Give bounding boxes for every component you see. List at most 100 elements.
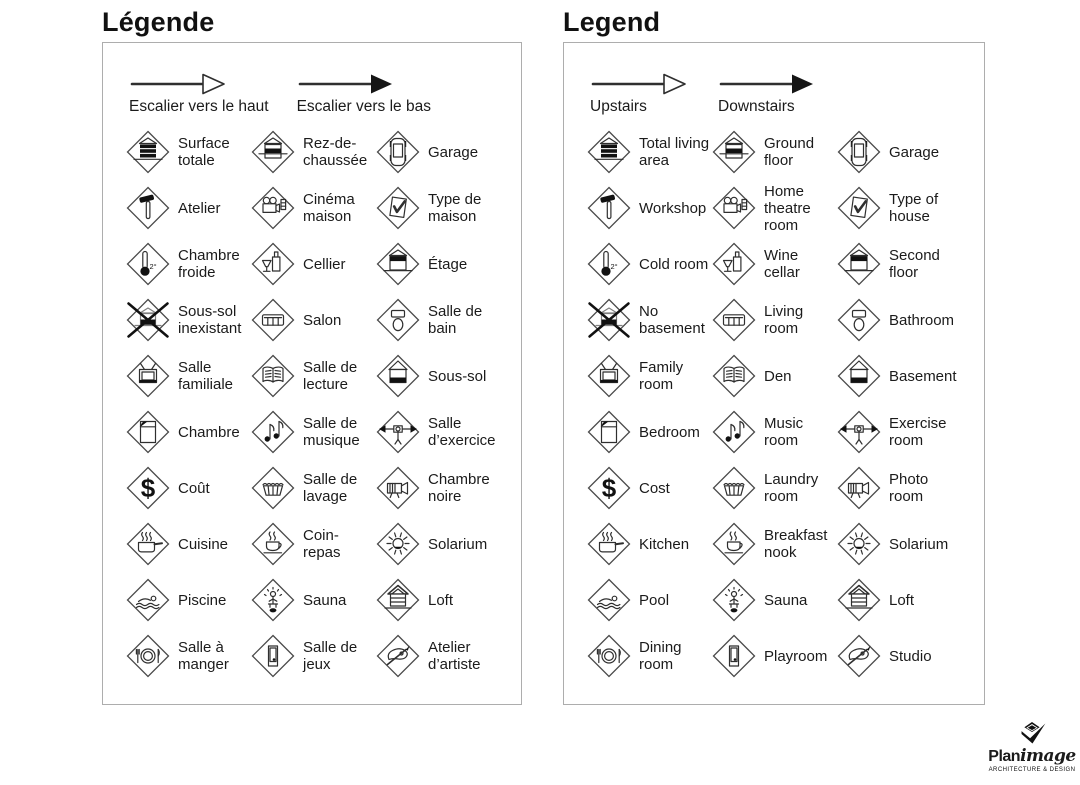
planimage-logo-mark-icon: [986, 720, 1078, 750]
legend-item: Home theatre room: [711, 180, 836, 236]
legend-item: 2° Chambre froide: [125, 236, 250, 292]
legend-item: Pool: [586, 572, 711, 628]
photo-room-icon: [836, 465, 882, 511]
stair-arrow-item: Upstairs: [590, 71, 690, 116]
legend-item: Salle à manger: [125, 628, 250, 684]
no-basement-icon: [125, 297, 171, 343]
legend-item: Dining room: [586, 628, 711, 684]
music-room-icon: [250, 409, 296, 455]
family-room-icon: [125, 353, 171, 399]
legend-item: Étage: [375, 236, 500, 292]
legend-item: Solarium: [375, 516, 500, 572]
planimage-logo-text: Planimage: [988, 746, 1076, 766]
legend-item: Atelier d’artiste: [375, 628, 500, 684]
stair-down-arrow-icon: [297, 71, 431, 97]
dining-room-icon: [586, 633, 632, 679]
solarium-icon: [836, 521, 882, 567]
ground-floor-icon: [250, 129, 296, 175]
svg-text:$: $: [602, 473, 617, 503]
playroom-icon: [250, 633, 296, 679]
stair-arrow-item: Escalier vers le bas: [297, 71, 431, 116]
photo-room-icon: [375, 465, 421, 511]
panel-english: Legend Upstairs Downstairs: [563, 2, 985, 705]
stair-arrow-item: Escalier vers le haut: [129, 71, 269, 116]
cold-room-icon: 2°: [125, 241, 171, 287]
kitchen-icon: [586, 521, 632, 567]
breakfast-nook-icon: [711, 521, 757, 567]
home-theatre-icon: [711, 185, 757, 231]
legend-item: Laundry room: [711, 460, 836, 516]
cost-icon: $: [125, 465, 171, 511]
exercise-room-icon: [836, 409, 882, 455]
laundry-room-icon: [711, 465, 757, 511]
cold-room-icon: 2°: [586, 241, 632, 287]
breakfast-nook-icon: [250, 521, 296, 567]
legend-item: Sauna: [711, 572, 836, 628]
legend-item: Salle d’exercice: [375, 404, 500, 460]
second-floor-icon: [836, 241, 882, 287]
legend-item: Exercise room: [836, 404, 961, 460]
sauna-icon: [250, 577, 296, 623]
legend-item: Coin-repas: [250, 516, 375, 572]
stair-up-arrow-icon: [590, 71, 690, 97]
loft-icon: [836, 577, 882, 623]
legend-item: Ground floor: [711, 124, 836, 180]
bathroom-icon: [375, 297, 421, 343]
legend-item: Piscine: [125, 572, 250, 628]
living-room-icon: [250, 297, 296, 343]
wine-cellar-icon: [250, 241, 296, 287]
legend-item: Loft: [375, 572, 500, 628]
legend-item: Wine cellar: [711, 236, 836, 292]
bathroom-icon: [836, 297, 882, 343]
legend-item: Chambre: [125, 404, 250, 460]
loft-icon: [375, 577, 421, 623]
bedroom-icon: [125, 409, 171, 455]
playroom-icon: [711, 633, 757, 679]
sauna-icon: [711, 577, 757, 623]
legend-item: Bedroom: [586, 404, 711, 460]
legend-item: Salle familiale: [125, 348, 250, 404]
legend-item: Kitchen: [586, 516, 711, 572]
legend-item: Atelier: [125, 180, 250, 236]
family-room-icon: [586, 353, 632, 399]
studio-icon: [375, 633, 421, 679]
panel-box-english: Upstairs Downstairs Total living area: [563, 42, 985, 705]
pool-icon: [125, 577, 171, 623]
exercise-room-icon: [375, 409, 421, 455]
legend-item: 2° Cold room: [586, 236, 711, 292]
legend-item: Cinéma maison: [250, 180, 375, 236]
stair-up-arrow-icon: [129, 71, 269, 97]
panel-french: Légende Escalier vers le haut Escalier v…: [102, 2, 522, 705]
legend-grid-french: Surface totale Rez-de-chaussée Garage: [103, 118, 521, 684]
garage-icon: [836, 129, 882, 175]
panel-title-english: Legend: [563, 6, 661, 37]
living-room-icon: [711, 297, 757, 343]
legend-item: Garage: [836, 124, 961, 180]
studio-icon: [836, 633, 882, 679]
legend-item: Salle de jeux: [250, 628, 375, 684]
wine-cellar-icon: [711, 241, 757, 287]
legend-grid-english: Total living area Ground floor Garage: [564, 118, 984, 684]
solarium-icon: [375, 521, 421, 567]
type-of-house-icon: [836, 185, 882, 231]
stair-down-arrow-icon: [718, 71, 818, 97]
svg-text:$: $: [141, 473, 156, 503]
total-living-area-icon: [586, 129, 632, 175]
legend-item: Salle de musique: [250, 404, 375, 460]
stair-arrow-item: Downstairs: [718, 71, 818, 116]
legend-item: Cellier: [250, 236, 375, 292]
legend-item: Music room: [711, 404, 836, 460]
legend-item: Sous-sol inexistant: [125, 292, 250, 348]
garage-icon: [375, 129, 421, 175]
svg-text:2°: 2°: [150, 262, 157, 271]
den-icon: [711, 353, 757, 399]
bedroom-icon: [586, 409, 632, 455]
legend-item: Type of house: [836, 180, 961, 236]
legend-item: Cuisine: [125, 516, 250, 572]
legend-item: Chambre noire: [375, 460, 500, 516]
legend-item: Workshop: [586, 180, 711, 236]
legend-item: Bathroom: [836, 292, 961, 348]
svg-text:2°: 2°: [611, 262, 618, 271]
planimage-logo: Planimage ARCHITECTURE & DESIGN: [986, 720, 1078, 773]
